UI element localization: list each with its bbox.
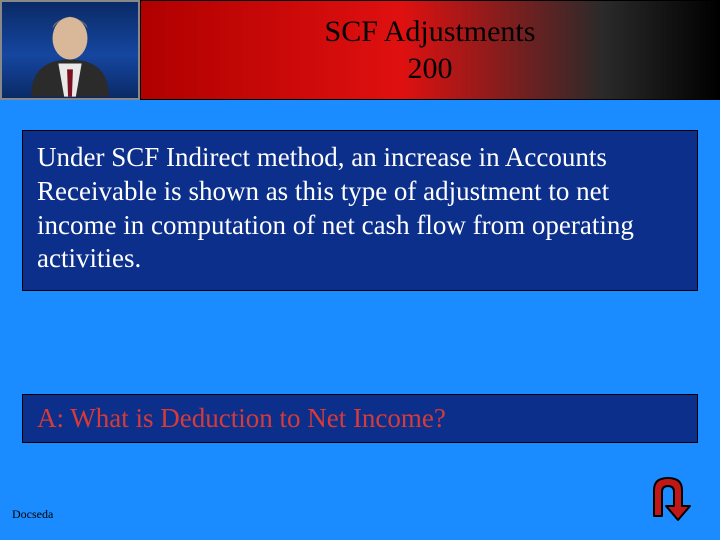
category-title: SCF Adjustments <box>325 13 536 51</box>
host-photo <box>0 0 140 100</box>
category-points: 200 <box>408 50 453 88</box>
slide-header: SCF Adjustments 200 <box>0 0 720 100</box>
answer-text: A: What is Deduction to Net Income? <box>37 403 446 433</box>
category-title-bar: SCF Adjustments 200 <box>140 0 720 100</box>
back-button[interactable] <box>634 472 696 522</box>
answer-box: A: What is Deduction to Net Income? <box>22 394 698 443</box>
question-box: Under SCF Indirect method, an increase i… <box>22 130 698 291</box>
u-turn-arrow-icon <box>634 472 696 522</box>
footer-credit: Docseda <box>12 507 53 522</box>
question-text: Under SCF Indirect method, an increase i… <box>37 142 634 273</box>
